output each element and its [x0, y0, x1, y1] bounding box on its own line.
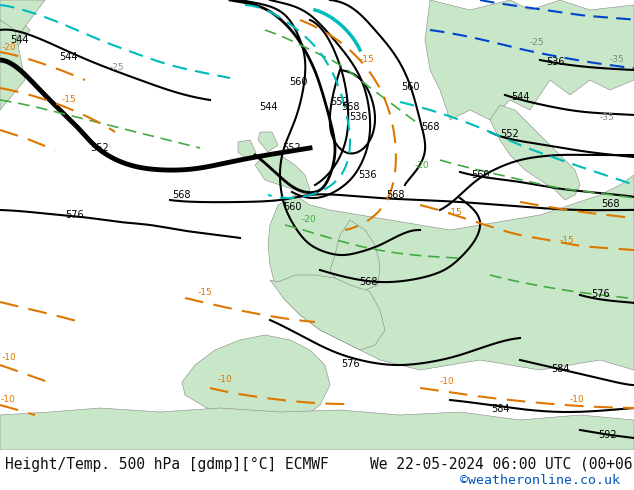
Text: 576: 576 [340, 359, 359, 369]
Text: 568: 568 [421, 122, 439, 132]
Text: -35: -35 [610, 55, 624, 64]
Text: -20: -20 [415, 161, 430, 170]
Text: -15: -15 [198, 288, 213, 297]
Polygon shape [0, 20, 25, 110]
Text: 552: 552 [330, 97, 349, 107]
Text: 592: 592 [598, 430, 617, 440]
Text: 584: 584 [491, 404, 509, 414]
Text: 568: 568 [602, 199, 620, 209]
Polygon shape [425, 0, 634, 120]
Text: -10: -10 [440, 377, 455, 386]
Text: -25: -25 [530, 38, 545, 47]
Text: 544: 544 [259, 102, 277, 112]
Text: -15: -15 [360, 55, 375, 64]
Text: Height/Temp. 500 hPa [gdmp][°C] ECMWF: Height/Temp. 500 hPa [gdmp][°C] ECMWF [5, 457, 329, 471]
Text: 568: 568 [385, 190, 404, 200]
Text: 576: 576 [591, 289, 609, 299]
Text: 536: 536 [546, 57, 564, 67]
Text: 552: 552 [501, 129, 519, 139]
Text: 560: 560 [471, 170, 489, 180]
Text: 560: 560 [401, 82, 419, 92]
Text: 544: 544 [511, 92, 529, 102]
Polygon shape [490, 105, 580, 200]
Text: -15: -15 [62, 95, 77, 104]
Text: -10: -10 [218, 375, 233, 384]
Text: 568: 568 [172, 190, 190, 200]
Polygon shape [258, 132, 278, 152]
Text: -15: -15 [448, 208, 463, 217]
Text: -20: -20 [302, 215, 316, 224]
Polygon shape [0, 0, 45, 60]
Text: -10: -10 [570, 395, 585, 404]
Text: -15: -15 [560, 236, 575, 245]
Polygon shape [330, 220, 380, 290]
Text: -10: -10 [1, 395, 16, 404]
Text: -35: -35 [600, 113, 615, 122]
Text: 552: 552 [91, 143, 110, 153]
Text: -20: -20 [2, 43, 16, 52]
Text: 552: 552 [282, 143, 301, 153]
Text: -10: -10 [2, 353, 16, 362]
Text: 568: 568 [340, 102, 359, 112]
Polygon shape [255, 155, 310, 195]
Polygon shape [268, 175, 634, 370]
Text: 576: 576 [66, 210, 84, 220]
Text: ©weatheronline.co.uk: ©weatheronline.co.uk [460, 473, 620, 487]
Polygon shape [0, 0, 30, 70]
Text: 568: 568 [359, 277, 377, 287]
Text: 536: 536 [358, 170, 376, 180]
Text: 560: 560 [283, 202, 301, 212]
Text: 544: 544 [59, 52, 77, 62]
Text: 544: 544 [10, 35, 29, 45]
Polygon shape [238, 140, 256, 160]
Text: 536: 536 [349, 112, 367, 122]
Polygon shape [270, 275, 385, 350]
Text: 560: 560 [288, 77, 307, 87]
Text: -25: -25 [110, 63, 125, 72]
Polygon shape [182, 335, 330, 425]
Text: 584: 584 [551, 364, 569, 374]
Polygon shape [0, 408, 634, 450]
Text: We 22-05-2024 06:00 UTC (00+06): We 22-05-2024 06:00 UTC (00+06) [370, 457, 634, 471]
